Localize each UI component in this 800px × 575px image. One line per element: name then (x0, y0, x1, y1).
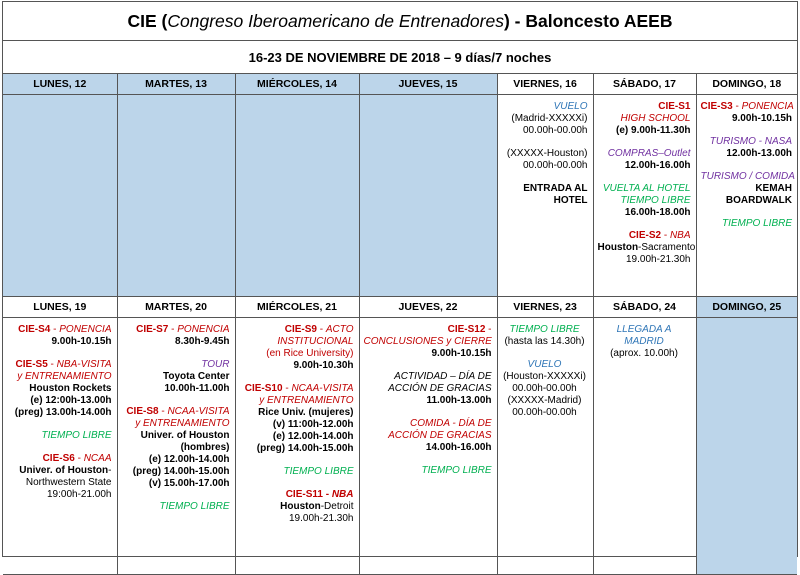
day-cell-lunes-19: CIE-S4 - PONENCIA 9.00h-10.15h CIE-S5 - … (3, 317, 118, 575)
day-cell-sabado-17: CIE-S1 HIGH SCHOOL (e) 9.00h-11.30h COMP… (592, 94, 697, 297)
event-free-time: TIEMPO LIBRE (159, 501, 230, 512)
day-header: SÁBADO, 17 (592, 74, 697, 95)
day-header: LUNES, 19 (3, 297, 118, 318)
day-cell-sabado-24: LLEGADA A MADRID (aprox. 10.00h) (592, 317, 697, 575)
event-flight: (XXXXX-Houston) 00.00h-00.00h (506, 148, 588, 171)
day-cell-viernes-16: VUELO (Madrid-XXXXXi) 00.00h-00.00h (XXX… (496, 94, 594, 297)
day-cell-empty (3, 94, 118, 297)
event-session: CIE-S2 - NBA Houston-Sacramento 19.00h-2… (597, 230, 696, 265)
event-meal: COMIDA - DÍA DE ACCIÓN DE GRACIAS 14.00h… (388, 418, 492, 453)
day-cell-empty (358, 94, 498, 297)
event-free-time: TIEMPO LIBRE (721, 218, 792, 229)
event-tour: TURISMO / COMIDA KEMAH BOARDWALK (700, 171, 795, 206)
day-header: JUEVES, 15 (358, 74, 498, 95)
event-free-time: TIEMPO LIBRE (283, 466, 354, 477)
event-session: CIE-S5 - NBA-VISITA y ENTRENAMIENTO Hous… (14, 359, 112, 418)
day-cell-viernes-23: TIEMPO LIBRE (hasta las 14.30h) VUELO (H… (496, 317, 594, 575)
event-free-time: TIEMPO LIBRE (hasta las 14.30h) (504, 324, 585, 347)
day-cell-martes-20: CIE-S7 - PONENCIA 8.30h-9.45h TOUR Toyot… (116, 317, 236, 575)
day-header: VIERNES, 23 (496, 297, 594, 318)
event-free-time: TIEMPO LIBRE (41, 430, 112, 441)
event-flight: VUELO (Houston-XXXXXi) 00.00h-00.00h (XX… (503, 359, 586, 418)
day-header: SÁBADO, 24 (592, 297, 697, 318)
day-cell-empty (695, 317, 797, 575)
event-activity: ACTIVIDAD – DÍA DE ACCIÓN DE GRACIAS 11.… (388, 371, 492, 406)
event-free-time: VUELTA AL HOTEL TIEMPO LIBRE 16.00h-18.0… (602, 183, 691, 218)
day-header: LUNES, 12 (3, 74, 118, 95)
page-title: CIE (Congreso Iberoamericano de Entrenad… (3, 2, 797, 41)
day-cell-domingo-18: CIE-S3 - PONENCIA 9.00h-10.15h TURISMO -… (695, 94, 797, 297)
event-tour: TURISMO - NASA 12.00h-13.00h (709, 136, 792, 159)
day-cell-empty (234, 94, 360, 297)
event-free-time: TIEMPO LIBRE (421, 465, 492, 476)
event-tour: TOUR Toyota Center 10.00h-11.00h (163, 359, 230, 394)
day-header: JUEVES, 22 (358, 297, 498, 318)
event-session: CIE-S3 - PONENCIA 9.00h-10.15h (700, 101, 794, 124)
event-session: CIE-S4 - PONENCIA 9.00h-10.15h (18, 324, 112, 347)
event-session: CIE-S12 - CONCLUSIONES y CIERRE 9.00h-10… (363, 324, 492, 359)
event-session: CIE-S8 - NCAA-VISITA y ENTRENAMIENTO Uni… (126, 406, 230, 489)
event-session: CIE-S6 - NCAA Univer. of Houston- Northw… (19, 453, 112, 500)
event-session: CIE-S7 - PONENCIA 8.30h-9.45h (136, 324, 230, 347)
day-header: VIERNES, 16 (496, 74, 594, 95)
day-header: MIÉRCOLES, 21 (234, 297, 360, 318)
event-session: CIE-S1 HIGH SCHOOL (e) 9.00h-11.30h (616, 101, 691, 136)
day-cell-miercoles-21: CIE-S9 - ACTO INSTITUCIONAL (en Rice Uni… (234, 317, 360, 575)
event-arrival: LLEGADA A MADRID (aprox. 10.00h) (610, 324, 678, 359)
event-flight: VUELO (Madrid-XXXXXi) 00.00h-00.00h (511, 101, 588, 136)
day-header: MIÉRCOLES, 14 (234, 74, 360, 95)
week-1-table: LUNES, 12 MARTES, 13 MIÉRCOLES, 14 JUEVE… (3, 74, 797, 297)
day-header: DOMINGO, 25 (695, 297, 797, 318)
day-cell-empty (116, 94, 236, 297)
day-header: MARTES, 20 (116, 297, 236, 318)
day-cell-jueves-22: CIE-S12 - CONCLUSIONES y CIERRE 9.00h-10… (358, 317, 498, 575)
day-header: DOMINGO, 18 (695, 74, 797, 95)
day-header: MARTES, 13 (116, 74, 236, 95)
date-range: 16-23 DE NOVIEMBRE DE 2018 – 9 días/7 no… (3, 41, 797, 74)
event-session: CIE-S11 - NBA Houston-Detroit 19.00h-21.… (280, 489, 354, 524)
event-session: CIE-S10 - NCAA-VISITA y ENTRENAMIENTO Ri… (244, 383, 354, 454)
event-hotel: ENTRADA AL HOTEL (523, 183, 588, 206)
week-2-table: LUNES, 19 MARTES, 20 MIÉRCOLES, 21 JUEVE… (3, 297, 797, 575)
event-shopping: COMPRAS–Outlet 12.00h-16.00h (607, 148, 691, 171)
event-session: CIE-S9 - ACTO INSTITUCIONAL (en Rice Uni… (266, 324, 354, 371)
